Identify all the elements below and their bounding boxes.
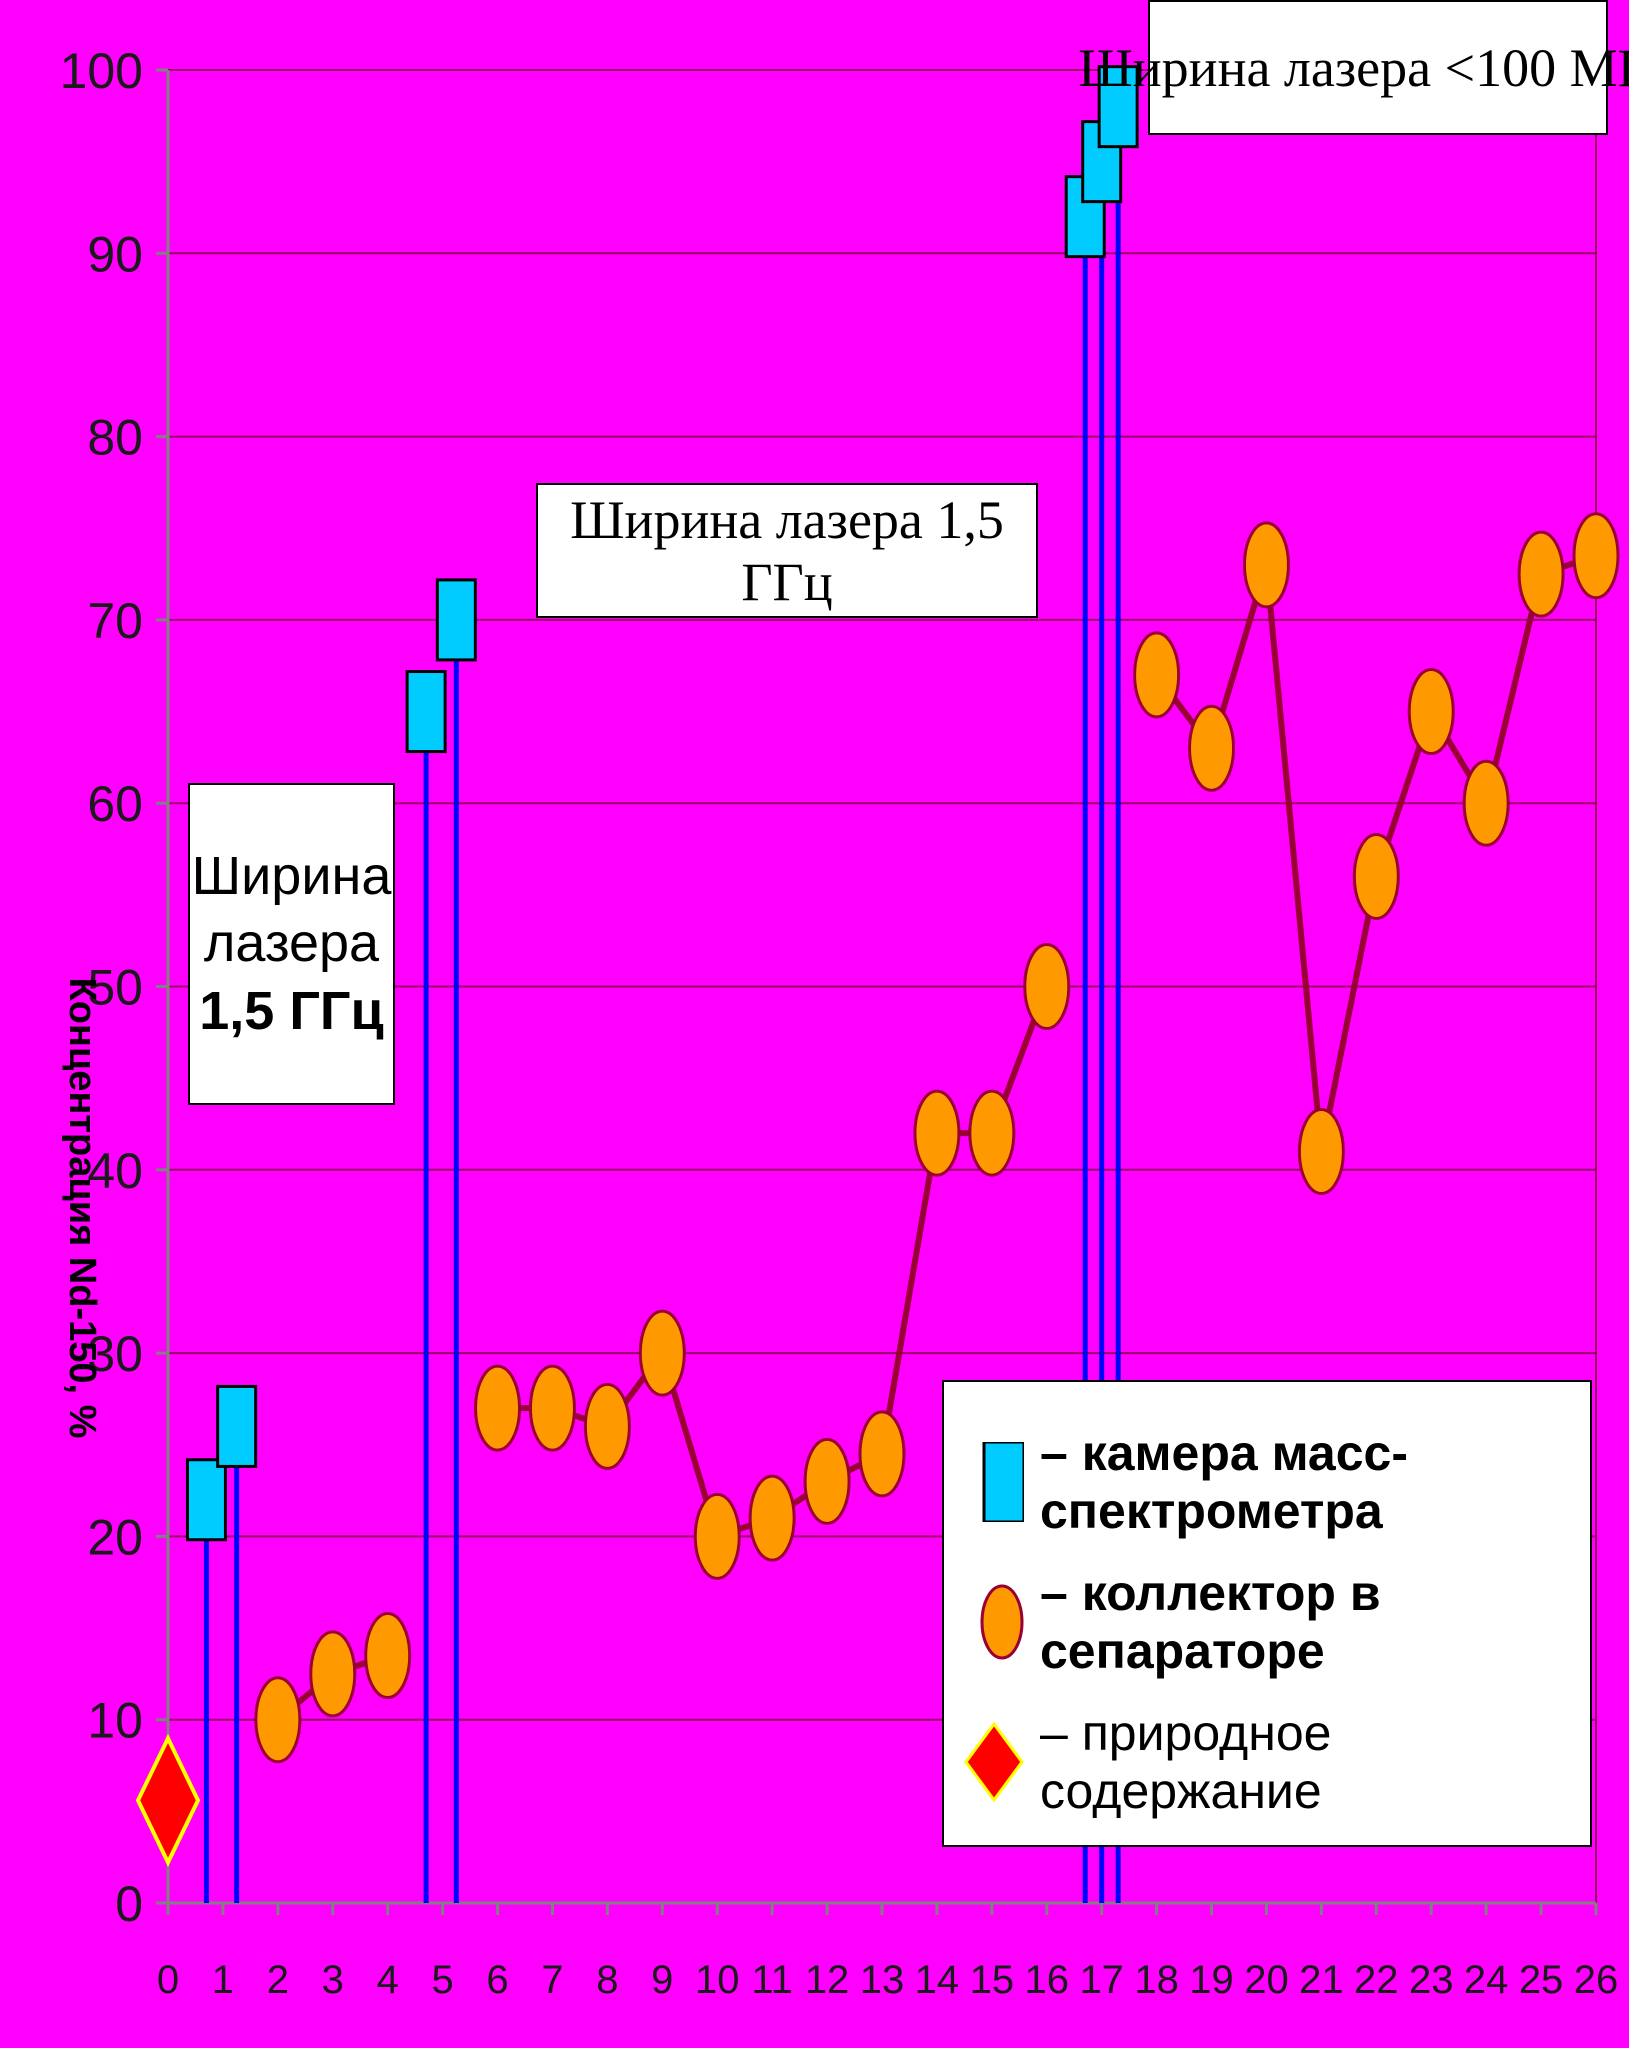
x-tick-label: 26 bbox=[1574, 1958, 1619, 2002]
y-tick-label: 100 bbox=[60, 43, 143, 99]
x-tick-label: 18 bbox=[1134, 1958, 1179, 2002]
collector-point bbox=[1297, 1107, 1345, 1195]
y-tick-label: 0 bbox=[115, 1876, 143, 1932]
annotation-box-top: Ширина лазера <100 МГц bbox=[1078, 0, 1629, 135]
x-tick-label: 11 bbox=[751, 1958, 793, 2002]
legend-label: – коллектор в сепараторе bbox=[1040, 1565, 1381, 1679]
x-tick-label: 25 bbox=[1519, 1958, 1564, 2002]
annotation-box-middle: Ширина лазера 1,5 ГГц bbox=[536, 483, 1038, 618]
y-tick-label: 80 bbox=[87, 410, 143, 466]
x-tick-label: 7 bbox=[541, 1958, 563, 2002]
diamond-marker-icon bbox=[964, 1721, 1024, 1803]
legend-item-collector: – коллектор в сепараторе bbox=[964, 1564, 1590, 1680]
collector-point bbox=[528, 1364, 576, 1452]
collector-point bbox=[309, 1630, 357, 1718]
collector-point bbox=[1023, 943, 1071, 1030]
circle-marker-icon bbox=[964, 1582, 1024, 1662]
collector-point bbox=[638, 1309, 686, 1397]
mass-spec-point bbox=[405, 670, 447, 754]
x-tick-label: 20 bbox=[1244, 1958, 1289, 2002]
annotation-line: 1,5 ГГц bbox=[199, 980, 384, 1041]
x-tick-label: 4 bbox=[377, 1958, 399, 2002]
x-tick-label: 5 bbox=[431, 1958, 453, 2002]
x-tick-label: 9 bbox=[651, 1958, 673, 2002]
legend: – камера масс-спектрометра – коллектор в… bbox=[942, 1380, 1592, 1847]
collector-point bbox=[693, 1492, 741, 1580]
collector-point bbox=[1517, 530, 1565, 618]
x-tick-label: 19 bbox=[1189, 1958, 1234, 2002]
y-tick-label: 50 bbox=[87, 960, 143, 1016]
collector-point bbox=[1133, 631, 1181, 719]
annotation-box-left: Ширина лазера 1,5 ГГц bbox=[188, 783, 395, 1105]
x-tick-label: 10 bbox=[695, 1958, 740, 2002]
mass-spec-point bbox=[216, 1384, 258, 1468]
collector-point bbox=[1188, 704, 1236, 792]
collector-point bbox=[1352, 833, 1400, 921]
annotation-line: лазера bbox=[203, 913, 380, 974]
collector-point bbox=[364, 1612, 412, 1700]
collector-point bbox=[803, 1437, 851, 1525]
x-tick-label: 16 bbox=[1025, 1958, 1070, 2002]
x-tick-label: 2 bbox=[267, 1958, 289, 2002]
x-tick-label: 17 bbox=[1079, 1958, 1124, 2002]
collector-point bbox=[748, 1474, 796, 1562]
mass-spec-point bbox=[1097, 65, 1139, 149]
x-tick-label: 24 bbox=[1464, 1958, 1509, 2002]
legend-item-mass-spectrometer: – камера масс-спектрометра bbox=[964, 1424, 1590, 1540]
x-tick-label: 21 bbox=[1299, 1958, 1344, 2002]
y-tick-label: 30 bbox=[87, 1326, 143, 1382]
legend-label: – камера масс-спектрометра bbox=[1040, 1425, 1408, 1539]
legend-item-natural: – природное содержание bbox=[964, 1704, 1590, 1820]
x-tick-label: 12 bbox=[805, 1958, 850, 2002]
x-tick-label: 6 bbox=[486, 1958, 508, 2002]
x-tick-label: 15 bbox=[970, 1958, 1015, 2002]
x-tick-label: 3 bbox=[322, 1958, 344, 2002]
annotation-line: Ширина лазера <100 МГц bbox=[1078, 37, 1629, 98]
x-tick-label: 22 bbox=[1354, 1958, 1399, 2002]
axes bbox=[156, 68, 1598, 1915]
data-markers bbox=[135, 65, 1620, 1867]
y-tick-label: 60 bbox=[87, 776, 143, 832]
y-tick-label: 20 bbox=[87, 1509, 143, 1565]
collector-point bbox=[913, 1089, 961, 1177]
mass-spec-point bbox=[185, 1458, 227, 1542]
collector-point bbox=[474, 1364, 522, 1452]
x-tick-label: 13 bbox=[860, 1958, 905, 2002]
collector-point bbox=[968, 1089, 1016, 1177]
legend-label: – природное содержание bbox=[1040, 1705, 1332, 1819]
collector-point bbox=[1407, 668, 1455, 756]
collector-point bbox=[583, 1382, 631, 1470]
annotation-line: Ширина bbox=[191, 845, 392, 906]
x-tick-label: 8 bbox=[596, 1958, 618, 2002]
y-tick-label: 70 bbox=[87, 593, 143, 649]
y-tick-label: 90 bbox=[87, 226, 143, 282]
x-tick-label: 1 bbox=[212, 1958, 234, 2002]
y-axis-label: Концентрация Nd-150, % bbox=[61, 978, 103, 1439]
collector-point bbox=[1242, 521, 1290, 609]
annotation-line: Ширина лазера 1,5 ГГц bbox=[570, 489, 1004, 612]
y-tick-label: 40 bbox=[87, 1143, 143, 1199]
mass-spec-point bbox=[435, 578, 477, 662]
y-tick-label: 10 bbox=[87, 1693, 143, 1749]
square-marker-icon bbox=[964, 1440, 1026, 1524]
collector-point bbox=[858, 1410, 906, 1498]
collector-point bbox=[1462, 759, 1510, 847]
x-tick-label: 0 bbox=[157, 1958, 179, 2002]
collector-point bbox=[254, 1676, 302, 1764]
natural-abundance-point bbox=[135, 1733, 201, 1867]
x-tick-label: 23 bbox=[1409, 1958, 1454, 2002]
collector-point bbox=[1572, 512, 1620, 600]
x-tick-label: 14 bbox=[915, 1958, 960, 2002]
